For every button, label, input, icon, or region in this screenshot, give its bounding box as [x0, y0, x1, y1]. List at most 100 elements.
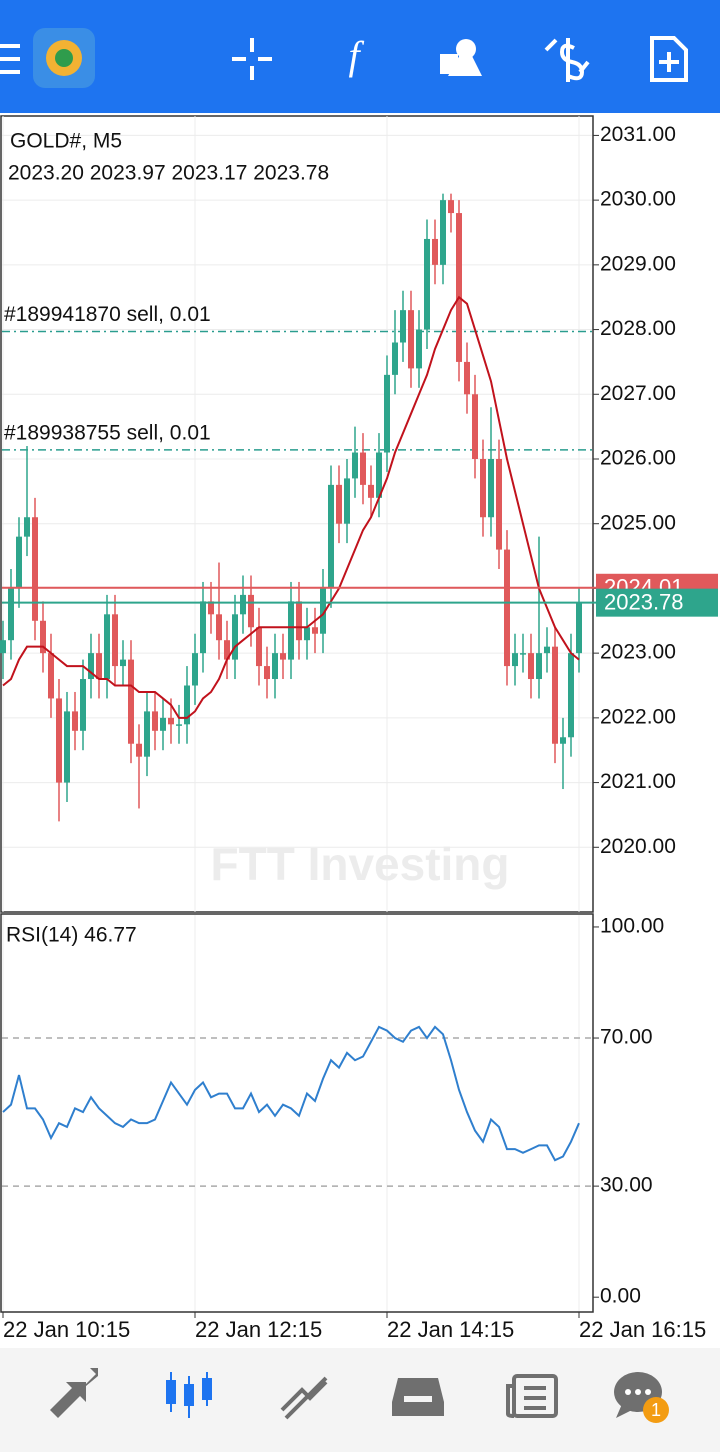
objects-button[interactable]	[440, 39, 482, 76]
watermark: FTT Investing	[211, 838, 510, 890]
y-tick-label: 2030.00	[600, 188, 676, 211]
candle-body	[408, 310, 414, 369]
x-tick-label: 22 Jan 14:15	[387, 1317, 514, 1342]
candle-body	[96, 653, 102, 680]
candle-body	[40, 620, 46, 654]
trade-tab[interactable]	[280, 1376, 328, 1420]
menu-button[interactable]	[0, 44, 20, 74]
moving-average	[2, 295, 580, 719]
candle-body	[8, 588, 14, 641]
candle-body	[416, 329, 422, 369]
candle-body	[352, 452, 358, 479]
y-tick-label: 2027.00	[600, 382, 676, 405]
price-panel	[0, 115, 594, 913]
candle-body	[88, 653, 94, 680]
candle-body	[400, 310, 406, 343]
x-tick-label: 22 Jan 12:15	[195, 1317, 322, 1342]
candle-body	[328, 484, 334, 589]
candle-body	[344, 478, 350, 524]
notification-badge: 1	[651, 1400, 661, 1420]
quotes-tab[interactable]	[50, 1368, 98, 1418]
candle-body	[552, 646, 558, 744]
candle-body	[0, 640, 6, 654]
candle-body	[232, 614, 238, 660]
candle-body	[472, 394, 478, 459]
candle-body	[120, 659, 126, 667]
messages-tab[interactable]	[614, 1372, 669, 1423]
candle-body	[296, 601, 302, 641]
candle-body	[104, 614, 110, 680]
candle-body	[432, 238, 438, 265]
candle-body	[200, 601, 206, 654]
candle-body	[72, 711, 78, 731]
candle-body	[576, 602, 582, 654]
crosshair-button[interactable]	[232, 38, 272, 80]
candle-body	[288, 601, 294, 660]
trade-button[interactable]	[544, 38, 590, 82]
y-tick-label: 2022.00	[600, 705, 676, 728]
rsi-line	[2, 1025, 580, 1162]
candle-body	[144, 711, 150, 757]
candle-body	[280, 653, 286, 660]
candle-body	[336, 484, 342, 524]
candle-body	[424, 238, 430, 330]
new-order-button[interactable]	[650, 36, 688, 82]
chart-tab[interactable]	[166, 1372, 212, 1418]
bottom-nav	[0, 1348, 720, 1452]
candle-body	[128, 659, 134, 744]
rsi-panel	[0, 913, 594, 1313]
candle-body	[272, 653, 278, 680]
candle-body	[112, 614, 118, 667]
candle-body	[256, 627, 262, 667]
candle-body	[48, 653, 54, 699]
candle-body	[24, 517, 30, 537]
price-tag-label: 2023.78	[604, 589, 684, 614]
y-tick-label: 30.00	[600, 1174, 653, 1197]
candle-body	[384, 374, 390, 453]
candle-body	[448, 200, 454, 214]
candle-body	[136, 743, 142, 757]
candle-body	[80, 679, 86, 731]
candle-body	[528, 653, 534, 680]
candle-body	[248, 594, 254, 628]
candle-body	[544, 646, 550, 654]
candle-body	[464, 361, 470, 395]
candle-body	[216, 614, 222, 641]
news-tab[interactable]	[506, 1374, 558, 1418]
candle-body	[480, 458, 486, 518]
candle-body	[496, 458, 502, 550]
candle-body	[32, 517, 38, 621]
y-tick-label: 2025.00	[600, 511, 676, 534]
y-tick-label: 100.00	[600, 915, 664, 938]
candle-body	[568, 653, 574, 738]
x-tick-label: 22 Jan 10:15	[3, 1317, 130, 1342]
candle-body	[456, 213, 462, 362]
ohlc-summary: 2023.20 2023.97 2023.17 2023.78	[8, 162, 329, 185]
candle-body	[536, 653, 542, 680]
candle-body	[440, 200, 446, 265]
candle-body	[520, 653, 526, 655]
candle-body	[376, 452, 382, 498]
candle-body	[208, 601, 214, 615]
candle-body	[512, 653, 518, 667]
candle-body	[168, 717, 174, 725]
candle-body	[176, 724, 182, 726]
price-tag	[596, 588, 718, 617]
y-tick-label: 2026.00	[600, 447, 676, 470]
y-tick-label: 2028.00	[600, 317, 676, 340]
candle-body	[64, 711, 70, 783]
order-label: #189941870 sell, 0.01	[4, 303, 211, 326]
candle-body	[312, 627, 318, 634]
rsi-title: RSI(14) 46.77	[6, 924, 137, 947]
chart-title: GOLD#, M5	[10, 130, 122, 153]
app-logo[interactable]	[33, 28, 95, 88]
candle-body	[392, 342, 398, 375]
history-tab[interactable]	[392, 1378, 444, 1416]
candle-body	[488, 458, 494, 518]
y-tick-label: 2020.00	[600, 835, 676, 858]
candle-body	[224, 640, 230, 660]
candle-body	[56, 698, 62, 783]
y-tick-label: 0.00	[600, 1285, 641, 1308]
candle-body	[504, 549, 510, 667]
